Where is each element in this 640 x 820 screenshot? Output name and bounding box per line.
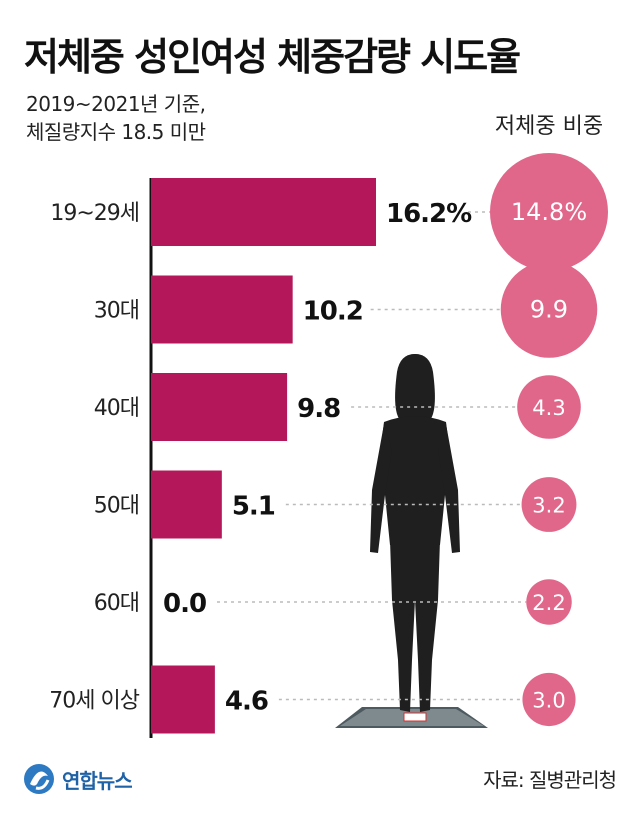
bar-value-label: 5.1 bbox=[232, 492, 275, 522]
circle-value-label: 3.2 bbox=[532, 494, 565, 518]
circle-value-label: 3.0 bbox=[532, 689, 565, 713]
chart-title: 저체중 성인여성 체중감량 시도율 bbox=[24, 35, 521, 79]
circle-value-label: 4.3 bbox=[532, 396, 565, 420]
bar-value-label: 4.6 bbox=[225, 687, 268, 717]
circle-value-label: 9.9 bbox=[530, 296, 568, 324]
yonhap-logo: 연합뉴스 bbox=[22, 762, 133, 796]
bar-value-label: 10.2 bbox=[303, 297, 363, 327]
yonhap-logo-icon bbox=[24, 764, 54, 794]
circle-value-label: 2.2 bbox=[532, 591, 565, 615]
chart-subtitle: 2019~2021년 기준, 체질량지수 18.5 미만 bbox=[26, 90, 206, 146]
bar-value-label: 0.0 bbox=[163, 589, 206, 619]
category-label: 50대 bbox=[94, 494, 139, 519]
category-label: 30대 bbox=[94, 299, 139, 324]
circle-mark bbox=[490, 153, 608, 271]
circle-value-label: 14.8% bbox=[511, 198, 587, 226]
subtitle-line-2: 체질량지수 18.5 미만 bbox=[26, 120, 206, 144]
category-label: 60대 bbox=[94, 591, 139, 616]
source-note: 자료: 질병관리청 bbox=[483, 768, 617, 792]
bar bbox=[151, 178, 376, 246]
bar bbox=[151, 275, 293, 344]
circle-mark bbox=[521, 477, 577, 532]
bar bbox=[151, 665, 215, 734]
bar bbox=[151, 470, 222, 539]
bar bbox=[151, 373, 288, 441]
bar-value-label: 9.8 bbox=[297, 394, 340, 424]
circle-header-label: 저체중 비중 bbox=[495, 114, 603, 139]
bar-value-label: 16.2% bbox=[386, 199, 472, 229]
category-label: 19~29세 bbox=[50, 201, 139, 226]
woman-silhouette-icon bbox=[335, 354, 488, 728]
category-label: 70세 이상 bbox=[49, 689, 139, 714]
circle-mark bbox=[500, 261, 598, 358]
category-label: 40대 bbox=[94, 396, 139, 421]
circle-mark bbox=[522, 672, 576, 727]
subtitle-line-1: 2019~2021년 기준, bbox=[26, 92, 206, 116]
circle-mark bbox=[517, 375, 581, 439]
circle-mark bbox=[526, 579, 572, 625]
logo-text: 연합뉴스 bbox=[62, 768, 133, 793]
